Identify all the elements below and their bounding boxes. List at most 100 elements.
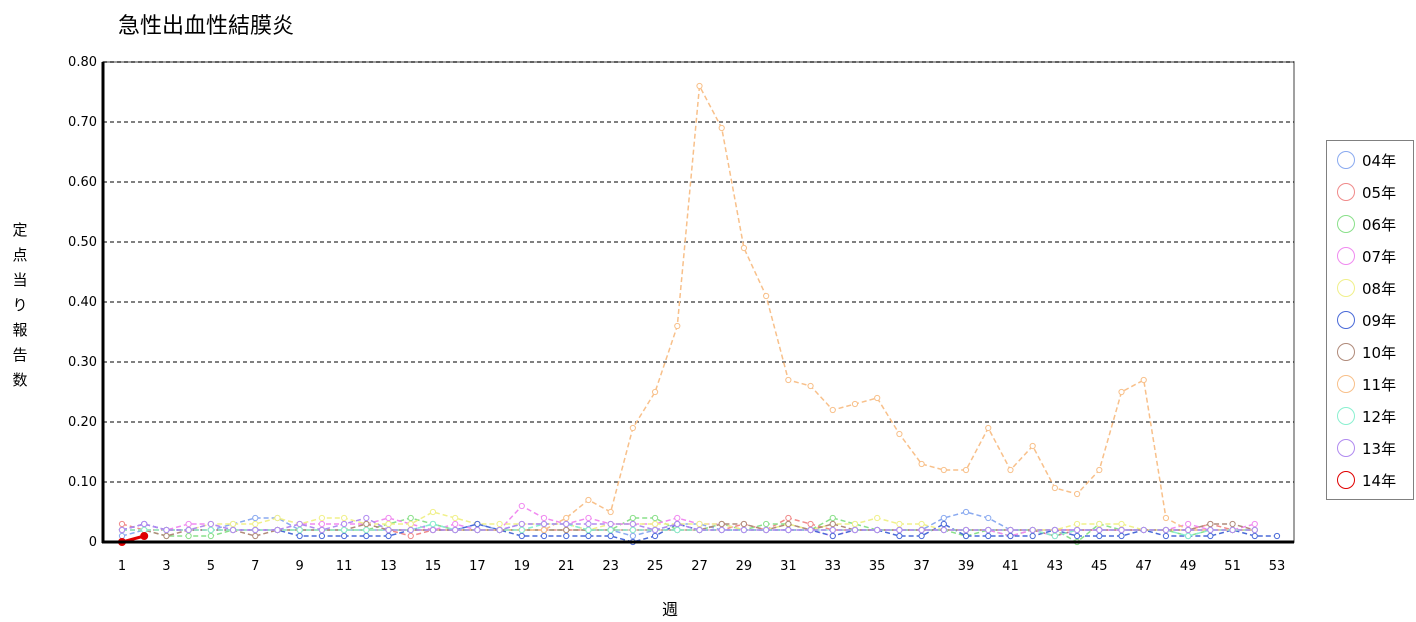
data-point	[1162, 526, 1170, 534]
x-tick-label: 11	[336, 559, 353, 574]
data-point	[718, 526, 725, 534]
data-point	[429, 520, 437, 528]
data-point	[607, 526, 614, 534]
data-point	[1207, 532, 1214, 540]
data-point	[1007, 526, 1014, 534]
y-tick-label: 0.70	[68, 115, 97, 130]
legend-label: 14年	[1362, 471, 1397, 490]
data-point	[474, 526, 481, 534]
data-point	[851, 520, 859, 528]
data-point	[585, 526, 592, 534]
y-tick-label: 0.30	[68, 355, 97, 370]
data-point	[496, 520, 503, 528]
data-point	[563, 532, 570, 540]
data-point	[1118, 532, 1125, 540]
data-point	[1185, 520, 1192, 528]
legend-label: 06年	[1362, 215, 1397, 234]
legend-swatch-icon	[1337, 215, 1355, 233]
x-tick-label: 3	[162, 559, 170, 574]
x-tick-label: 51	[1224, 559, 1241, 574]
x-tick-label: 21	[558, 559, 575, 574]
data-point	[496, 526, 503, 534]
data-point	[1073, 490, 1081, 498]
legend-item: 10年	[1327, 336, 1413, 368]
x-tick-label: 53	[1269, 559, 1286, 574]
data-point	[518, 502, 525, 510]
data-point	[1029, 526, 1036, 534]
series-layer	[118, 82, 1281, 546]
data-point	[1273, 532, 1281, 540]
legend-swatch-icon	[1337, 279, 1355, 297]
data-point	[874, 514, 881, 522]
data-point	[1029, 442, 1036, 450]
legend: 04年 05年 06年 07年 08年 09年 10年 11年 12年 13年 14年	[1326, 140, 1414, 500]
data-point	[540, 514, 548, 522]
legend-item: 05年	[1327, 176, 1413, 208]
data-point	[363, 526, 370, 534]
data-point	[429, 526, 437, 534]
data-point	[407, 514, 414, 522]
data-point	[341, 532, 348, 540]
x-tick-label: 5	[207, 559, 215, 574]
data-point	[718, 124, 725, 132]
legend-swatch-icon	[1337, 343, 1355, 361]
data-point	[296, 532, 303, 540]
data-point	[518, 526, 525, 534]
data-point	[429, 508, 437, 516]
data-point	[1029, 532, 1036, 540]
data-point	[829, 532, 836, 540]
data-point	[763, 526, 770, 534]
legend-swatch-icon	[1337, 471, 1355, 489]
data-point	[1185, 532, 1192, 540]
data-point	[651, 520, 659, 528]
data-point	[118, 526, 126, 534]
data-point	[896, 532, 903, 540]
data-point	[207, 520, 214, 528]
data-point	[318, 520, 326, 528]
legend-label: 10年	[1362, 343, 1397, 362]
data-point	[629, 526, 636, 534]
data-point	[252, 526, 259, 534]
legend-item: 08年	[1327, 272, 1413, 304]
y-tick-label: 0.60	[68, 175, 97, 190]
data-point	[1096, 520, 1103, 528]
data-point	[918, 526, 925, 534]
data-point	[985, 424, 992, 432]
data-point	[385, 514, 392, 522]
data-point	[740, 244, 748, 252]
x-tick-label: 17	[469, 559, 486, 574]
data-point	[807, 526, 814, 534]
data-point	[696, 526, 703, 534]
data-point	[962, 526, 970, 534]
legend-item: 06年	[1327, 208, 1413, 240]
x-tick-label: 33	[824, 559, 841, 574]
data-point	[785, 520, 792, 528]
data-point	[118, 532, 126, 540]
data-point	[896, 520, 903, 528]
data-point	[1140, 526, 1147, 534]
data-point	[207, 526, 214, 534]
data-point	[563, 520, 570, 528]
data-point	[785, 514, 792, 522]
data-point	[296, 526, 303, 534]
data-point	[1162, 532, 1170, 540]
grid-lines	[103, 61, 1294, 483]
x-tick-labels: 1 3 5 7 9 11 13 15 17 19 21 23 25 27 29 31 33 35 37 39 41 43 4…	[118, 559, 1285, 574]
data-point	[341, 514, 348, 522]
data-point	[851, 400, 859, 408]
data-point	[940, 520, 947, 528]
data-point	[585, 496, 592, 504]
x-tick-label: 35	[869, 559, 886, 574]
data-point	[1118, 520, 1125, 528]
legend-label: 11年	[1362, 375, 1397, 394]
series-line	[122, 523, 1255, 537]
x-tick-label: 27	[691, 559, 708, 574]
data-point	[1096, 466, 1103, 474]
legend-item: 04年	[1327, 144, 1413, 176]
data-point	[563, 526, 570, 534]
x-axis-label: 週	[662, 600, 679, 619]
legend-swatch-icon	[1337, 375, 1355, 393]
data-point	[363, 514, 370, 522]
legend-item: 09年	[1327, 304, 1413, 336]
legend-item: 07年	[1327, 240, 1413, 272]
